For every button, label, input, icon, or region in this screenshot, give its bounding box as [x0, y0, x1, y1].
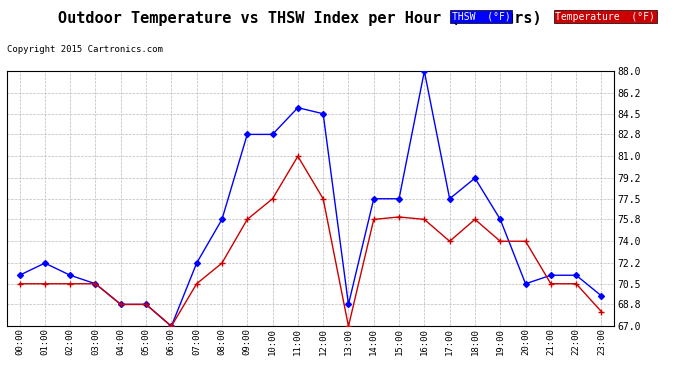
Text: Outdoor Temperature vs THSW Index per Hour (24 Hours)  20150810: Outdoor Temperature vs THSW Index per Ho… — [57, 11, 633, 26]
Text: THSW  (°F): THSW (°F) — [452, 12, 511, 22]
Text: Copyright 2015 Cartronics.com: Copyright 2015 Cartronics.com — [7, 45, 163, 54]
Text: Temperature  (°F): Temperature (°F) — [555, 12, 656, 22]
